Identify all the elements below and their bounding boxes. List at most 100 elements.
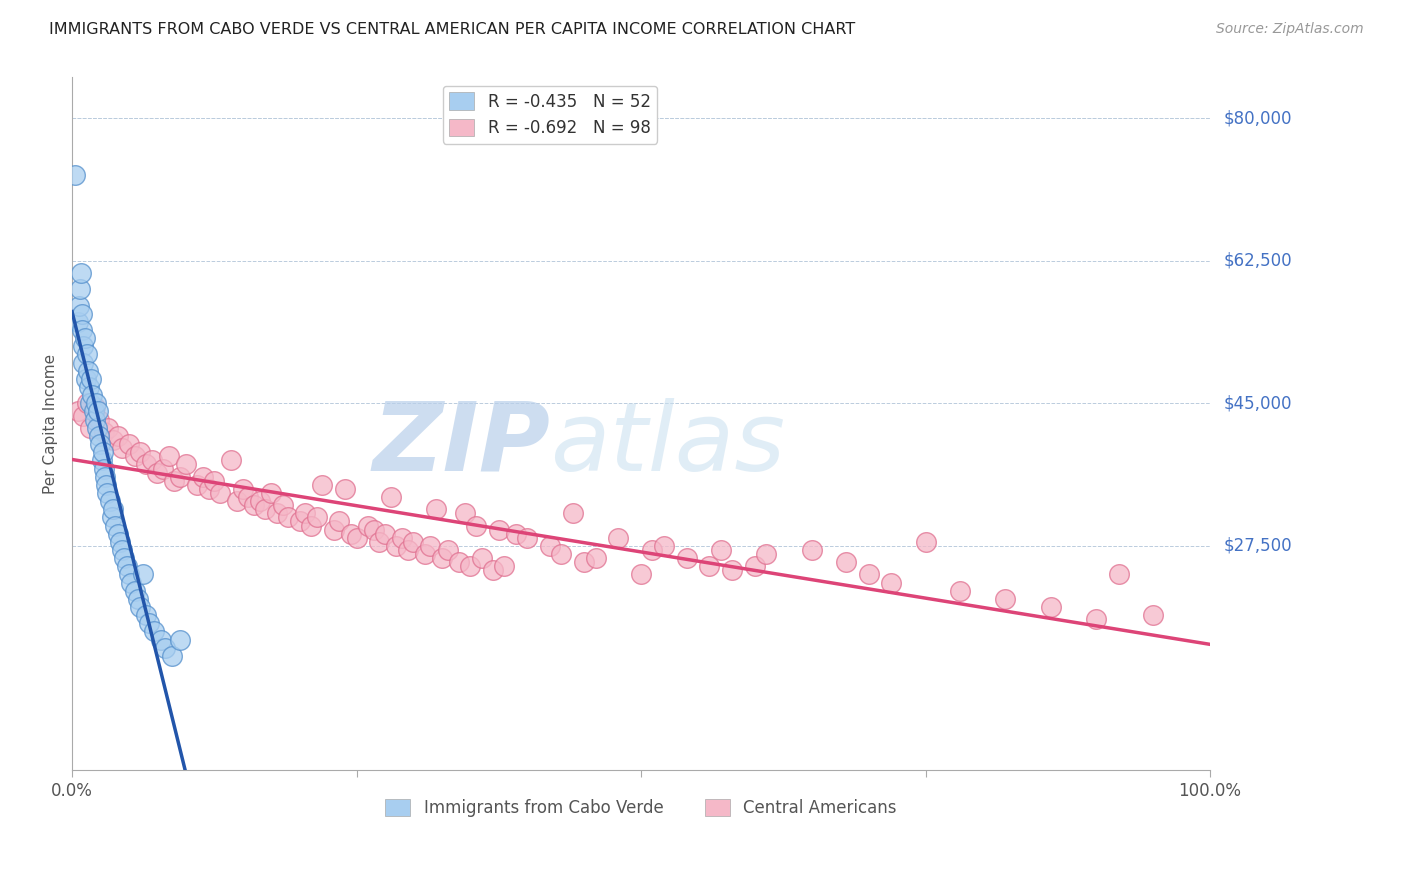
Point — [76, 396, 98, 410]
Point — [101, 510, 124, 524]
Point — [155, 640, 177, 655]
Point — [91, 445, 114, 459]
Point — [516, 531, 538, 545]
Point — [488, 523, 510, 537]
Point — [124, 450, 146, 464]
Point — [914, 534, 936, 549]
Point — [652, 539, 675, 553]
Point — [72, 409, 94, 423]
Point — [1142, 608, 1164, 623]
Point — [221, 453, 243, 467]
Point — [70, 266, 93, 280]
Point — [89, 437, 111, 451]
Point — [142, 624, 165, 639]
Point — [149, 632, 172, 647]
Point — [800, 543, 823, 558]
Point — [880, 575, 903, 590]
Text: $45,000: $45,000 — [1225, 394, 1292, 412]
Point — [1108, 567, 1130, 582]
Point — [453, 506, 475, 520]
Point — [72, 307, 94, 321]
Point — [83, 404, 105, 418]
Point — [697, 559, 720, 574]
Point — [1039, 600, 1062, 615]
Point — [675, 551, 697, 566]
Point — [98, 494, 121, 508]
Point — [299, 518, 322, 533]
Point — [197, 482, 219, 496]
Point — [118, 567, 141, 582]
Point — [157, 450, 180, 464]
Text: atlas: atlas — [550, 398, 785, 491]
Point — [288, 515, 311, 529]
Text: ZIP: ZIP — [373, 398, 550, 491]
Point — [460, 559, 482, 574]
Point — [465, 518, 488, 533]
Point — [436, 543, 458, 558]
Point — [141, 453, 163, 467]
Point — [396, 543, 419, 558]
Point — [550, 547, 572, 561]
Point — [135, 608, 157, 623]
Point — [266, 506, 288, 520]
Point — [138, 616, 160, 631]
Point — [243, 498, 266, 512]
Point — [202, 474, 225, 488]
Point — [238, 490, 260, 504]
Point — [79, 396, 101, 410]
Point — [994, 591, 1017, 606]
Point — [107, 526, 129, 541]
Point — [226, 494, 249, 508]
Point — [77, 364, 100, 378]
Point — [169, 469, 191, 483]
Point — [111, 543, 134, 558]
Point — [101, 433, 124, 447]
Text: $62,500: $62,500 — [1225, 252, 1292, 269]
Point — [146, 466, 169, 480]
Point — [271, 498, 294, 512]
Point — [482, 563, 505, 577]
Point — [391, 531, 413, 545]
Point — [254, 502, 277, 516]
Point — [425, 502, 447, 516]
Point — [89, 429, 111, 443]
Point — [160, 648, 183, 663]
Point — [413, 547, 436, 561]
Text: $80,000: $80,000 — [1225, 109, 1292, 128]
Text: IMMIGRANTS FROM CABO VERDE VS CENTRAL AMERICAN PER CAPITA INCOME CORRELATION CHA: IMMIGRANTS FROM CABO VERDE VS CENTRAL AM… — [49, 22, 855, 37]
Point — [641, 543, 664, 558]
Point — [83, 401, 105, 415]
Point — [357, 518, 380, 533]
Point — [94, 469, 117, 483]
Point — [346, 531, 368, 545]
Point — [340, 526, 363, 541]
Point — [89, 412, 111, 426]
Point — [73, 331, 96, 345]
Point — [710, 543, 733, 558]
Point — [328, 515, 350, 529]
Point — [104, 518, 127, 533]
Point — [79, 421, 101, 435]
Point — [447, 555, 470, 569]
Point — [120, 575, 142, 590]
Point — [129, 600, 152, 615]
Point — [186, 478, 208, 492]
Point — [66, 404, 89, 418]
Point — [630, 567, 652, 582]
Point — [1085, 612, 1108, 626]
Point — [127, 591, 149, 606]
Point — [77, 380, 100, 394]
Point — [69, 282, 91, 296]
Point — [108, 534, 131, 549]
Point — [129, 445, 152, 459]
Point — [430, 551, 453, 566]
Point — [260, 486, 283, 500]
Point — [86, 421, 108, 435]
Point — [322, 523, 344, 537]
Point — [380, 490, 402, 504]
Point — [505, 526, 527, 541]
Point — [80, 372, 103, 386]
Point — [858, 567, 880, 582]
Point — [115, 559, 138, 574]
Point — [835, 555, 858, 569]
